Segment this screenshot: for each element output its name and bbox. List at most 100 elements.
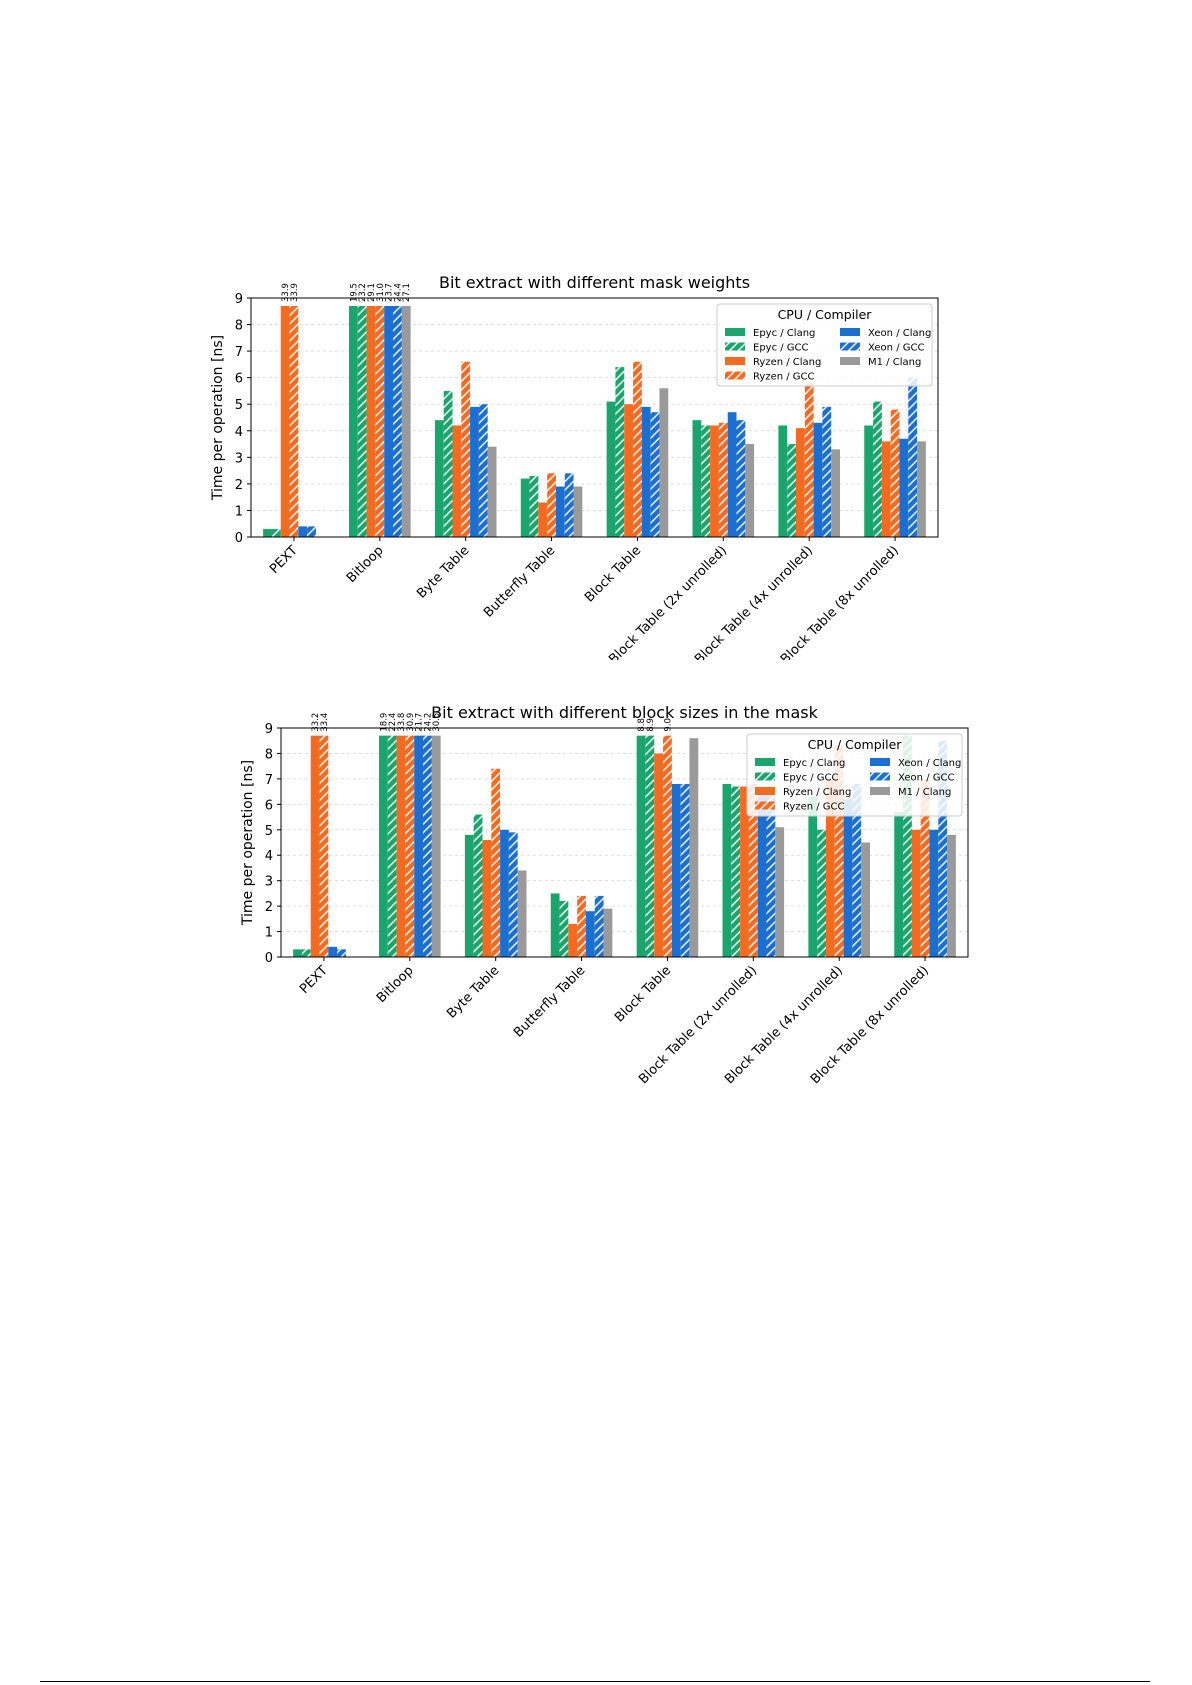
bar <box>899 438 909 537</box>
chart-title: Bit extract with different block sizes i… <box>431 703 818 722</box>
legend-swatch <box>870 772 890 781</box>
bar <box>461 361 471 537</box>
legend-box <box>716 303 933 387</box>
bar <box>538 502 548 537</box>
bar-overflow-label: 24.4 <box>393 283 403 302</box>
bar-overflow-label: 21.7 <box>415 713 425 732</box>
bar <box>831 449 840 537</box>
bar <box>671 783 681 957</box>
bar <box>517 870 527 957</box>
bar <box>736 420 746 537</box>
y-tick-label: 9 <box>235 292 243 307</box>
legend-entry: M1 / Clang <box>898 787 951 798</box>
legend-entry: Epyc / Clang <box>783 758 845 769</box>
bar <box>452 425 462 537</box>
bar <box>615 367 625 537</box>
bar <box>423 735 432 957</box>
y-tick-label: 3 <box>235 451 243 466</box>
legend-entry: Epyc / Clang <box>753 328 815 339</box>
legend-entry: Xeon / Clang <box>898 758 961 769</box>
legend-swatch <box>840 357 860 365</box>
y-tick-label: 2 <box>235 478 243 493</box>
bar <box>727 412 737 537</box>
chart-mask-weights: Bit extract with different mask weights 0… <box>0 270 1192 667</box>
bar <box>787 444 796 537</box>
bar <box>585 911 595 957</box>
y-tick-label: 7 <box>235 345 243 360</box>
chart-block-sizes: Bit extract with different block sizes i… <box>0 700 1192 1100</box>
y-tick-label: 6 <box>265 798 273 813</box>
bar <box>366 305 376 537</box>
bar <box>917 441 926 537</box>
bar-overflow-label: 31.0 <box>376 283 386 302</box>
bar-overflow-label: 33.2 <box>311 713 321 732</box>
bar <box>319 735 329 957</box>
bar <box>710 425 719 537</box>
legend-entry: Ryzen / Clang <box>753 357 821 368</box>
bar <box>301 949 311 957</box>
bar <box>947 834 956 957</box>
bar-overflow-label: 23.2 <box>358 283 368 302</box>
bar-overflow-label: 8.9 <box>646 718 656 732</box>
bar <box>894 811 904 957</box>
bar <box>873 401 882 537</box>
x-tick-label: Butterfly Table <box>481 543 558 620</box>
bar-overflow-label: 9.0 <box>663 718 673 732</box>
legend-swatch <box>870 787 890 795</box>
bar <box>568 923 578 957</box>
plot-frame <box>250 297 939 538</box>
bar <box>307 526 316 537</box>
bar <box>559 901 569 957</box>
plot-frame <box>280 727 969 958</box>
legend-entry: Xeon / GCC <box>898 773 954 784</box>
bar <box>817 829 826 957</box>
bar <box>594 895 604 957</box>
bar <box>384 305 394 537</box>
bar <box>718 422 728 537</box>
x-tick-label: Byte Table <box>414 543 472 601</box>
bar <box>766 791 776 957</box>
y-tick-label: 6 <box>235 372 243 387</box>
bar <box>606 401 616 537</box>
bar <box>920 778 930 957</box>
bar <box>550 893 560 957</box>
legend-swatch <box>840 328 860 336</box>
bar-overflow-label: 33.8 <box>397 713 407 732</box>
bar <box>482 839 492 957</box>
legend-entry: Ryzen / Clang <box>783 787 851 798</box>
bar <box>349 305 358 537</box>
bar <box>328 946 338 957</box>
bar <box>500 829 509 957</box>
x-tick-label: Block Table <box>612 963 674 1025</box>
bar-overflow-label: 33.9 <box>281 283 291 302</box>
bar <box>890 409 900 537</box>
x-tick-label: PEXT <box>267 543 301 577</box>
bar <box>689 738 699 957</box>
y-tick-label: 8 <box>265 747 273 762</box>
bar <box>624 404 634 537</box>
bar <box>280 305 290 537</box>
bar <box>508 832 518 957</box>
bar <box>414 735 424 957</box>
bar <box>804 382 814 537</box>
x-tick-label: Block Table <box>582 543 644 605</box>
legend-swatch <box>725 357 745 365</box>
bar <box>731 786 741 957</box>
bar <box>491 768 501 957</box>
bar <box>808 796 818 957</box>
x-tick-label: Bitloop <box>344 543 387 586</box>
bar <box>487 446 497 537</box>
y-tick-label: 9 <box>265 722 273 737</box>
bar <box>825 778 835 957</box>
x-tick-label: PEXT <box>297 963 331 997</box>
bar <box>547 473 556 537</box>
bar <box>740 786 749 957</box>
legend-box <box>746 733 963 817</box>
y-tick-label: 8 <box>235 319 243 334</box>
y-axis-label: Time per operation [ns] <box>240 760 256 926</box>
bar-overflow-label: 18.9 <box>379 713 389 732</box>
y-tick-label: 0 <box>265 951 273 966</box>
bar <box>393 305 402 537</box>
legend: CPU / Compiler Epyc / Clang Epyc / GCC Ryze… <box>746 733 963 817</box>
bar <box>843 799 853 957</box>
